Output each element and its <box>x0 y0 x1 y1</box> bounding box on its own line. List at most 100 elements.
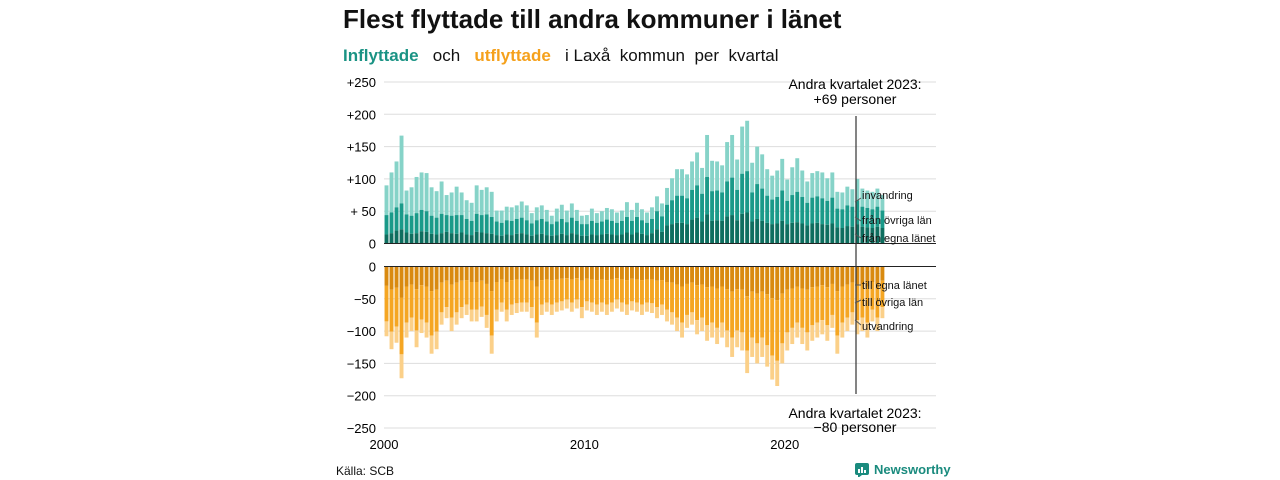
bar-in-foreign <box>404 190 409 215</box>
bar-in-own <box>524 234 529 244</box>
bar-in-other <box>419 209 424 232</box>
bar-in-other <box>700 193 705 222</box>
bar-in-other <box>875 206 880 227</box>
bar-out-other <box>434 289 439 332</box>
bar-out-own <box>549 266 554 281</box>
bar-in-own <box>539 233 544 244</box>
x-tick: 2010 <box>570 437 599 452</box>
bar-out-foreign <box>675 317 679 332</box>
bar-out-foreign <box>635 302 639 312</box>
bar-in-foreign <box>730 134 735 178</box>
bar-out-own <box>780 266 785 294</box>
bar-out-other <box>720 286 725 323</box>
bar-out-other <box>665 282 669 310</box>
bar-in-own <box>394 230 399 244</box>
bar-in-own <box>549 235 554 244</box>
bar-in-other <box>609 220 614 235</box>
bar-in-own <box>700 221 705 244</box>
bar-out-foreign <box>700 317 705 332</box>
bar-in-foreign <box>589 208 594 221</box>
bar-out-own <box>494 266 499 283</box>
bar-out-other <box>594 280 599 305</box>
bar-in-other <box>389 212 394 234</box>
bar-out-own <box>624 266 629 281</box>
bar-out-own <box>534 266 539 287</box>
brand[interactable]: Newsworthy <box>855 462 951 477</box>
bar-out-own <box>635 266 639 280</box>
bar-out-own <box>790 266 795 289</box>
bar-out-other <box>429 291 434 336</box>
bar-out-other <box>629 278 634 302</box>
bar-out-other <box>389 289 394 332</box>
bar-out-other <box>439 282 444 313</box>
bar-out-foreign <box>619 302 624 312</box>
bar-out-foreign <box>469 309 474 322</box>
bar-in-other <box>424 211 429 232</box>
bar-in-foreign <box>640 209 644 221</box>
bar-out-other <box>835 291 840 336</box>
bar-in-foreign <box>384 185 389 216</box>
bar-out-foreign <box>805 332 810 351</box>
bar-in-foreign <box>594 213 599 223</box>
bar-in-own <box>599 234 604 244</box>
subtitle-rest: i Laxå kommun per kvartal <box>565 46 779 65</box>
bar-out-foreign <box>539 304 544 315</box>
bar-out-own <box>695 266 700 286</box>
subtitle-och: och <box>432 46 461 65</box>
bar-out-foreign <box>810 325 815 341</box>
bar-out-other <box>780 293 785 344</box>
bar-in-own <box>725 216 730 244</box>
bar-in-foreign <box>785 179 790 201</box>
bar-out-other <box>464 280 469 305</box>
bar-in-foreign <box>629 209 634 221</box>
bar-in-own <box>529 235 534 244</box>
bar-in-foreign <box>675 169 679 196</box>
bar-out-own <box>700 266 705 285</box>
bar-in-foreign <box>850 189 855 207</box>
bar-in-other <box>805 202 810 226</box>
bar-in-other <box>504 220 509 235</box>
bar-in-other <box>825 200 830 225</box>
bar-out-other <box>865 286 870 323</box>
inflow-bars <box>384 120 885 244</box>
annotation-bottom-line2: −80 personer <box>814 419 897 435</box>
bar-in-other <box>559 218 564 234</box>
bar-out-foreign <box>584 301 589 311</box>
bar-out-own <box>735 266 740 290</box>
bar-out-own <box>394 266 399 288</box>
bar-out-own <box>720 266 725 287</box>
bar-in-own <box>810 223 815 244</box>
bar-in-own <box>850 226 855 244</box>
bar-in-foreign <box>860 188 865 207</box>
bar-in-other <box>499 222 504 236</box>
annotation-bottom-line1: Andra kvartalet 2023: <box>788 405 921 421</box>
bar-out-foreign <box>790 327 795 345</box>
bar-in-other <box>845 205 850 227</box>
bar-out-own <box>645 266 649 280</box>
bar-in-foreign <box>770 175 775 200</box>
bar-in-other <box>604 219 609 234</box>
bar-out-foreign <box>629 301 634 311</box>
bar-in-own <box>544 235 549 244</box>
bar-in-other <box>584 224 589 236</box>
bar-out-own <box>805 266 810 290</box>
bar-out-own <box>399 266 404 298</box>
bar-out-own <box>810 266 815 288</box>
bar-out-other <box>419 285 424 320</box>
bar-out-foreign <box>655 307 659 319</box>
bar-in-own <box>755 218 760 244</box>
bar-in-foreign <box>800 170 805 197</box>
bar-in-foreign <box>820 172 825 199</box>
bar-out-foreign <box>504 309 509 322</box>
bar-out-other <box>820 285 825 321</box>
bar-in-own <box>715 220 720 244</box>
bar-in-own <box>860 226 865 244</box>
bar-in-own <box>454 233 459 244</box>
bar-in-own <box>870 227 875 244</box>
bar-in-other <box>690 189 695 220</box>
bar-out-other <box>830 283 835 315</box>
bar-out-own <box>825 266 830 288</box>
bar-out-foreign <box>835 335 840 354</box>
bar-in-foreign <box>830 172 835 198</box>
bar-out-other <box>645 279 649 303</box>
